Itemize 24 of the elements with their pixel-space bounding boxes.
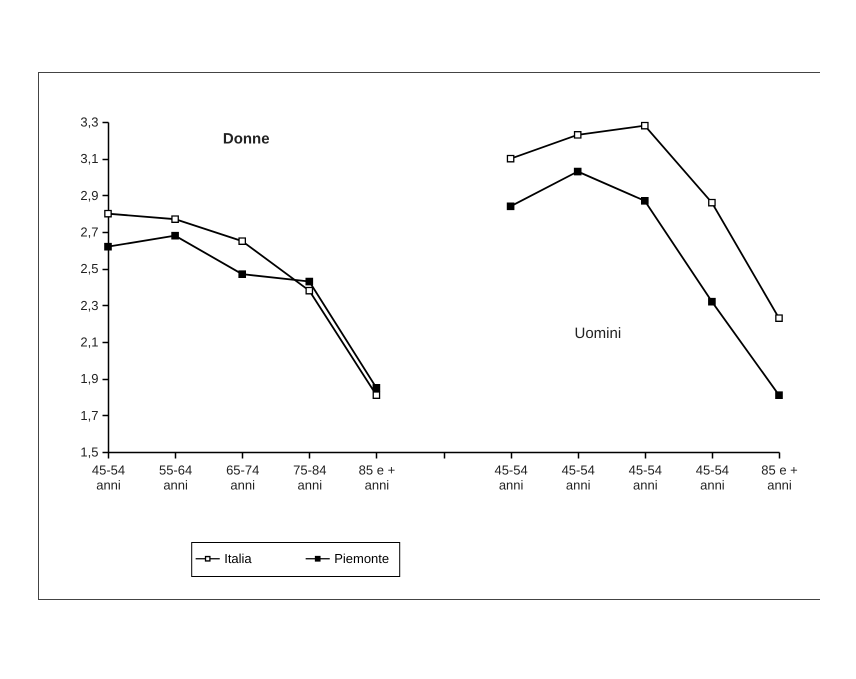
y-tick-label: 2,5 bbox=[80, 261, 98, 276]
y-tick-label: 2,1 bbox=[80, 334, 98, 350]
legend-label: Piemonte bbox=[334, 550, 390, 566]
y-tick-label: 1,7 bbox=[80, 408, 98, 423]
x-tick-label: 45-54 anni bbox=[696, 462, 730, 492]
legend-label: Italia bbox=[224, 550, 252, 566]
annotation: Uomini bbox=[574, 325, 622, 342]
x-tick-label: 85 e + anni bbox=[358, 462, 396, 492]
x-tick-label: 75-84 anni bbox=[293, 462, 326, 492]
x-tick-label: 45-54 anni bbox=[92, 462, 126, 492]
y-tick-label: 1,9 bbox=[80, 371, 98, 386]
x-tick-label: 85 e + anni bbox=[761, 462, 798, 492]
x-tick-label: 45-54 anni bbox=[494, 462, 528, 492]
x-tick-label: 65-74 anni bbox=[226, 462, 260, 492]
x-tick-label: 45-54 anni bbox=[562, 462, 595, 492]
y-tick-label: 2,3 bbox=[80, 298, 98, 313]
y-tick-label: 3,1 bbox=[80, 151, 98, 166]
y-tick-label: 2,9 bbox=[80, 188, 98, 203]
y-tick-label: 2,7 bbox=[80, 224, 98, 240]
x-tick-label: 45-54 anni bbox=[628, 462, 662, 492]
x-tick-label: 55-64 anni bbox=[158, 462, 192, 492]
annotation: Donne bbox=[222, 130, 270, 148]
y-tick-label: 3,3 bbox=[80, 114, 98, 130]
y-tick-label: 1,5 bbox=[80, 444, 98, 460]
